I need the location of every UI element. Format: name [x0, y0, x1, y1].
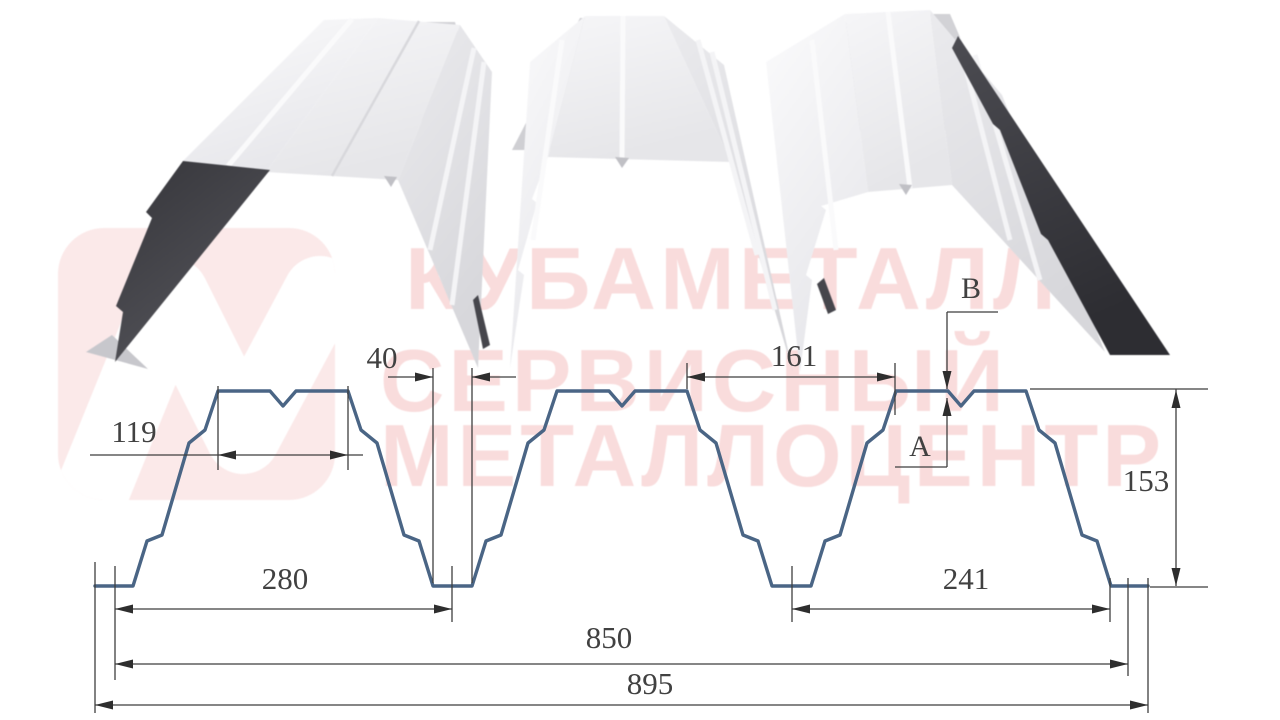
arrow-left-icon [115, 604, 133, 614]
sheet3d-rib2-notch [615, 157, 629, 168]
sheet3d-rib2-right-groove-1 [695, 39, 760, 256]
dimension-280: 280 [114, 561, 453, 680]
dimension-241-label: 241 [943, 561, 990, 596]
arrow-up-icon [942, 398, 952, 416]
dimension-161-label: 161 [771, 338, 818, 373]
dimension-153: 153 [1030, 388, 1208, 588]
sheet3d-rib3-flat-seam [885, 11, 913, 189]
sheet3d-valley2-dark-sliver [817, 278, 836, 314]
dimension-895-label: 895 [627, 666, 674, 701]
dimension-280-label: 280 [262, 561, 309, 596]
dimension-40-label: 40 [367, 340, 398, 375]
arrow-down-icon [1171, 568, 1181, 586]
sheet3d-right-dark-web [952, 36, 1170, 355]
dimension-161: 161 [686, 338, 896, 415]
sheet3d-rib1-notch [384, 176, 397, 187]
arrow-right-icon [877, 372, 895, 382]
arrow-left-icon [95, 700, 113, 710]
sheet3d-rib2-left-groove [530, 39, 565, 241]
sheet3d-rib1-right-groove-1 [427, 47, 477, 251]
sheet3d-rib1-top-flat [266, 18, 460, 180]
watermark-logo-icon [58, 228, 335, 500]
sheet3d-rib1-flat-seam [330, 20, 421, 177]
watermark-logo-zigzag [58, 256, 335, 500]
sheet3d-rib2-left-slope [510, 16, 585, 368]
dimension-119-label: 119 [111, 414, 156, 449]
sheet3d-rib1-right-slope [398, 25, 492, 368]
arrow-right-icon [1092, 604, 1110, 614]
arrow-left-icon [687, 372, 705, 382]
arrow-right-icon [1110, 659, 1128, 669]
arrow-up-icon [1171, 390, 1181, 408]
sheet3d-rib3-left-groove [809, 39, 839, 251]
arrow-left-icon [472, 372, 490, 382]
arrow-right-icon [330, 450, 348, 460]
profile-outline [93, 389, 1150, 588]
dimension-119: 119 [90, 386, 363, 470]
arrow-right-icon [415, 372, 433, 382]
sheet3d-valley1-dark-sliver [473, 295, 490, 349]
callout-b-label: B [961, 272, 981, 305]
watermark: КУБАМЕТАЛЛ СЕРВИСНЫЙ МЕТАЛЛОЦЕНТР [58, 228, 1165, 505]
watermark-line-3: МЕТАЛЛОЦЕНТР [380, 406, 1165, 505]
sheet3d-rib2-top-flat [548, 16, 731, 162]
sheet3d-rib2-flat-seam [619, 15, 626, 161]
callout-a: A [895, 398, 952, 468]
sheet3d-rib1-left-groove [226, 17, 354, 168]
arrow-left-icon [218, 450, 236, 460]
dimension-895: 895 [94, 562, 1149, 713]
section-drawing: 119 40 161 B [90, 272, 1208, 713]
arrow-left-icon [115, 659, 133, 669]
dimension-241: 241 [791, 561, 1111, 622]
dimension-153-label: 153 [1123, 463, 1170, 498]
callout-a-label: A [909, 430, 931, 463]
sheet-3d [86, 10, 1170, 372]
sheet3d-rib2-right-groove-2 [709, 51, 778, 311]
sheet3d-rib1-left-slope [183, 18, 378, 172]
arrow-down-icon [942, 371, 952, 389]
sheet3d-rib1-right-groove-2 [449, 61, 487, 306]
dimension-850-label: 850 [586, 620, 633, 655]
dimension-850: 850 [115, 578, 1129, 676]
arrow-left-icon [792, 604, 810, 614]
callout-b: B [942, 272, 998, 389]
sheet3d-rib2-right-slope [664, 16, 793, 372]
sheet3d-rib3-notch [899, 184, 912, 195]
dimension-40: 40 [367, 340, 516, 583]
sheet3d-rib3-left-slope [766, 14, 868, 372]
arrow-right-icon [434, 604, 452, 614]
arrow-right-icon [1130, 700, 1148, 710]
sheet3d-left-dark-web [115, 161, 270, 362]
